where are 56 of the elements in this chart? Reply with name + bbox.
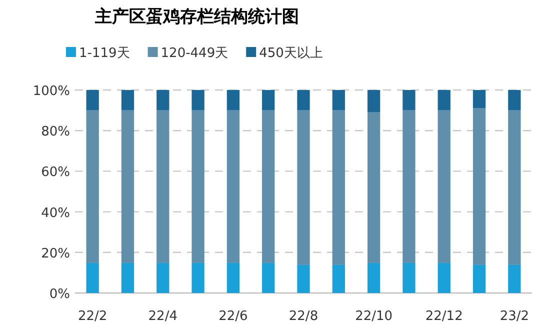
bar [297, 264, 310, 293]
bar [472, 90, 486, 108]
bar [508, 90, 521, 110]
bar [262, 262, 275, 293]
bar [156, 90, 170, 110]
legend-label: 450天以上 [259, 46, 323, 61]
bar [262, 90, 275, 110]
y-tick-label: 100% [32, 84, 70, 99]
bar [121, 90, 134, 110]
bar [156, 110, 170, 263]
x-tick-label: 22/12 [425, 309, 463, 324]
bar [367, 112, 380, 263]
bar [156, 262, 170, 293]
bar [438, 262, 450, 293]
legend-label: 1-119天 [79, 46, 130, 61]
title: 主产区蛋鸡存栏结构统计图 [95, 7, 299, 27]
bar [121, 262, 134, 293]
bar [472, 108, 486, 265]
bar [297, 110, 310, 265]
bar [86, 110, 99, 263]
y-tick-label: 40% [41, 206, 70, 221]
bar [508, 264, 521, 293]
y-tick-label: 80% [41, 124, 70, 140]
bar [472, 264, 486, 293]
bar [226, 110, 240, 263]
bar [367, 262, 380, 293]
y-tick-label: 20% [41, 246, 70, 262]
y-tick-label: 0% [49, 287, 70, 302]
bar [508, 110, 521, 265]
bar [192, 110, 204, 263]
bar [402, 110, 416, 263]
bar [438, 90, 450, 110]
bar [121, 110, 134, 263]
bar [438, 110, 450, 263]
bar [332, 90, 345, 110]
bar [402, 262, 416, 293]
y-tick-label: 60% [41, 165, 70, 180]
bar [332, 110, 345, 265]
bar [86, 90, 99, 110]
bar [226, 90, 240, 110]
bar [192, 90, 204, 110]
x-tick-label: 22/10 [355, 309, 393, 324]
bar [332, 264, 345, 293]
bar [367, 90, 380, 112]
bar [226, 262, 240, 293]
bar [262, 110, 275, 263]
x-tick-label: 22/4 [148, 309, 178, 324]
bar [297, 90, 310, 110]
x-tick-label: 22/2 [78, 309, 108, 324]
bar [192, 262, 204, 293]
x-tick-label: 23/2 [500, 309, 530, 324]
legend-label: 120-449天 [160, 46, 228, 61]
x-tick-label: 22/6 [218, 309, 248, 324]
bar [402, 90, 416, 110]
bar [86, 262, 99, 293]
x-tick-label: 22/8 [288, 309, 318, 324]
